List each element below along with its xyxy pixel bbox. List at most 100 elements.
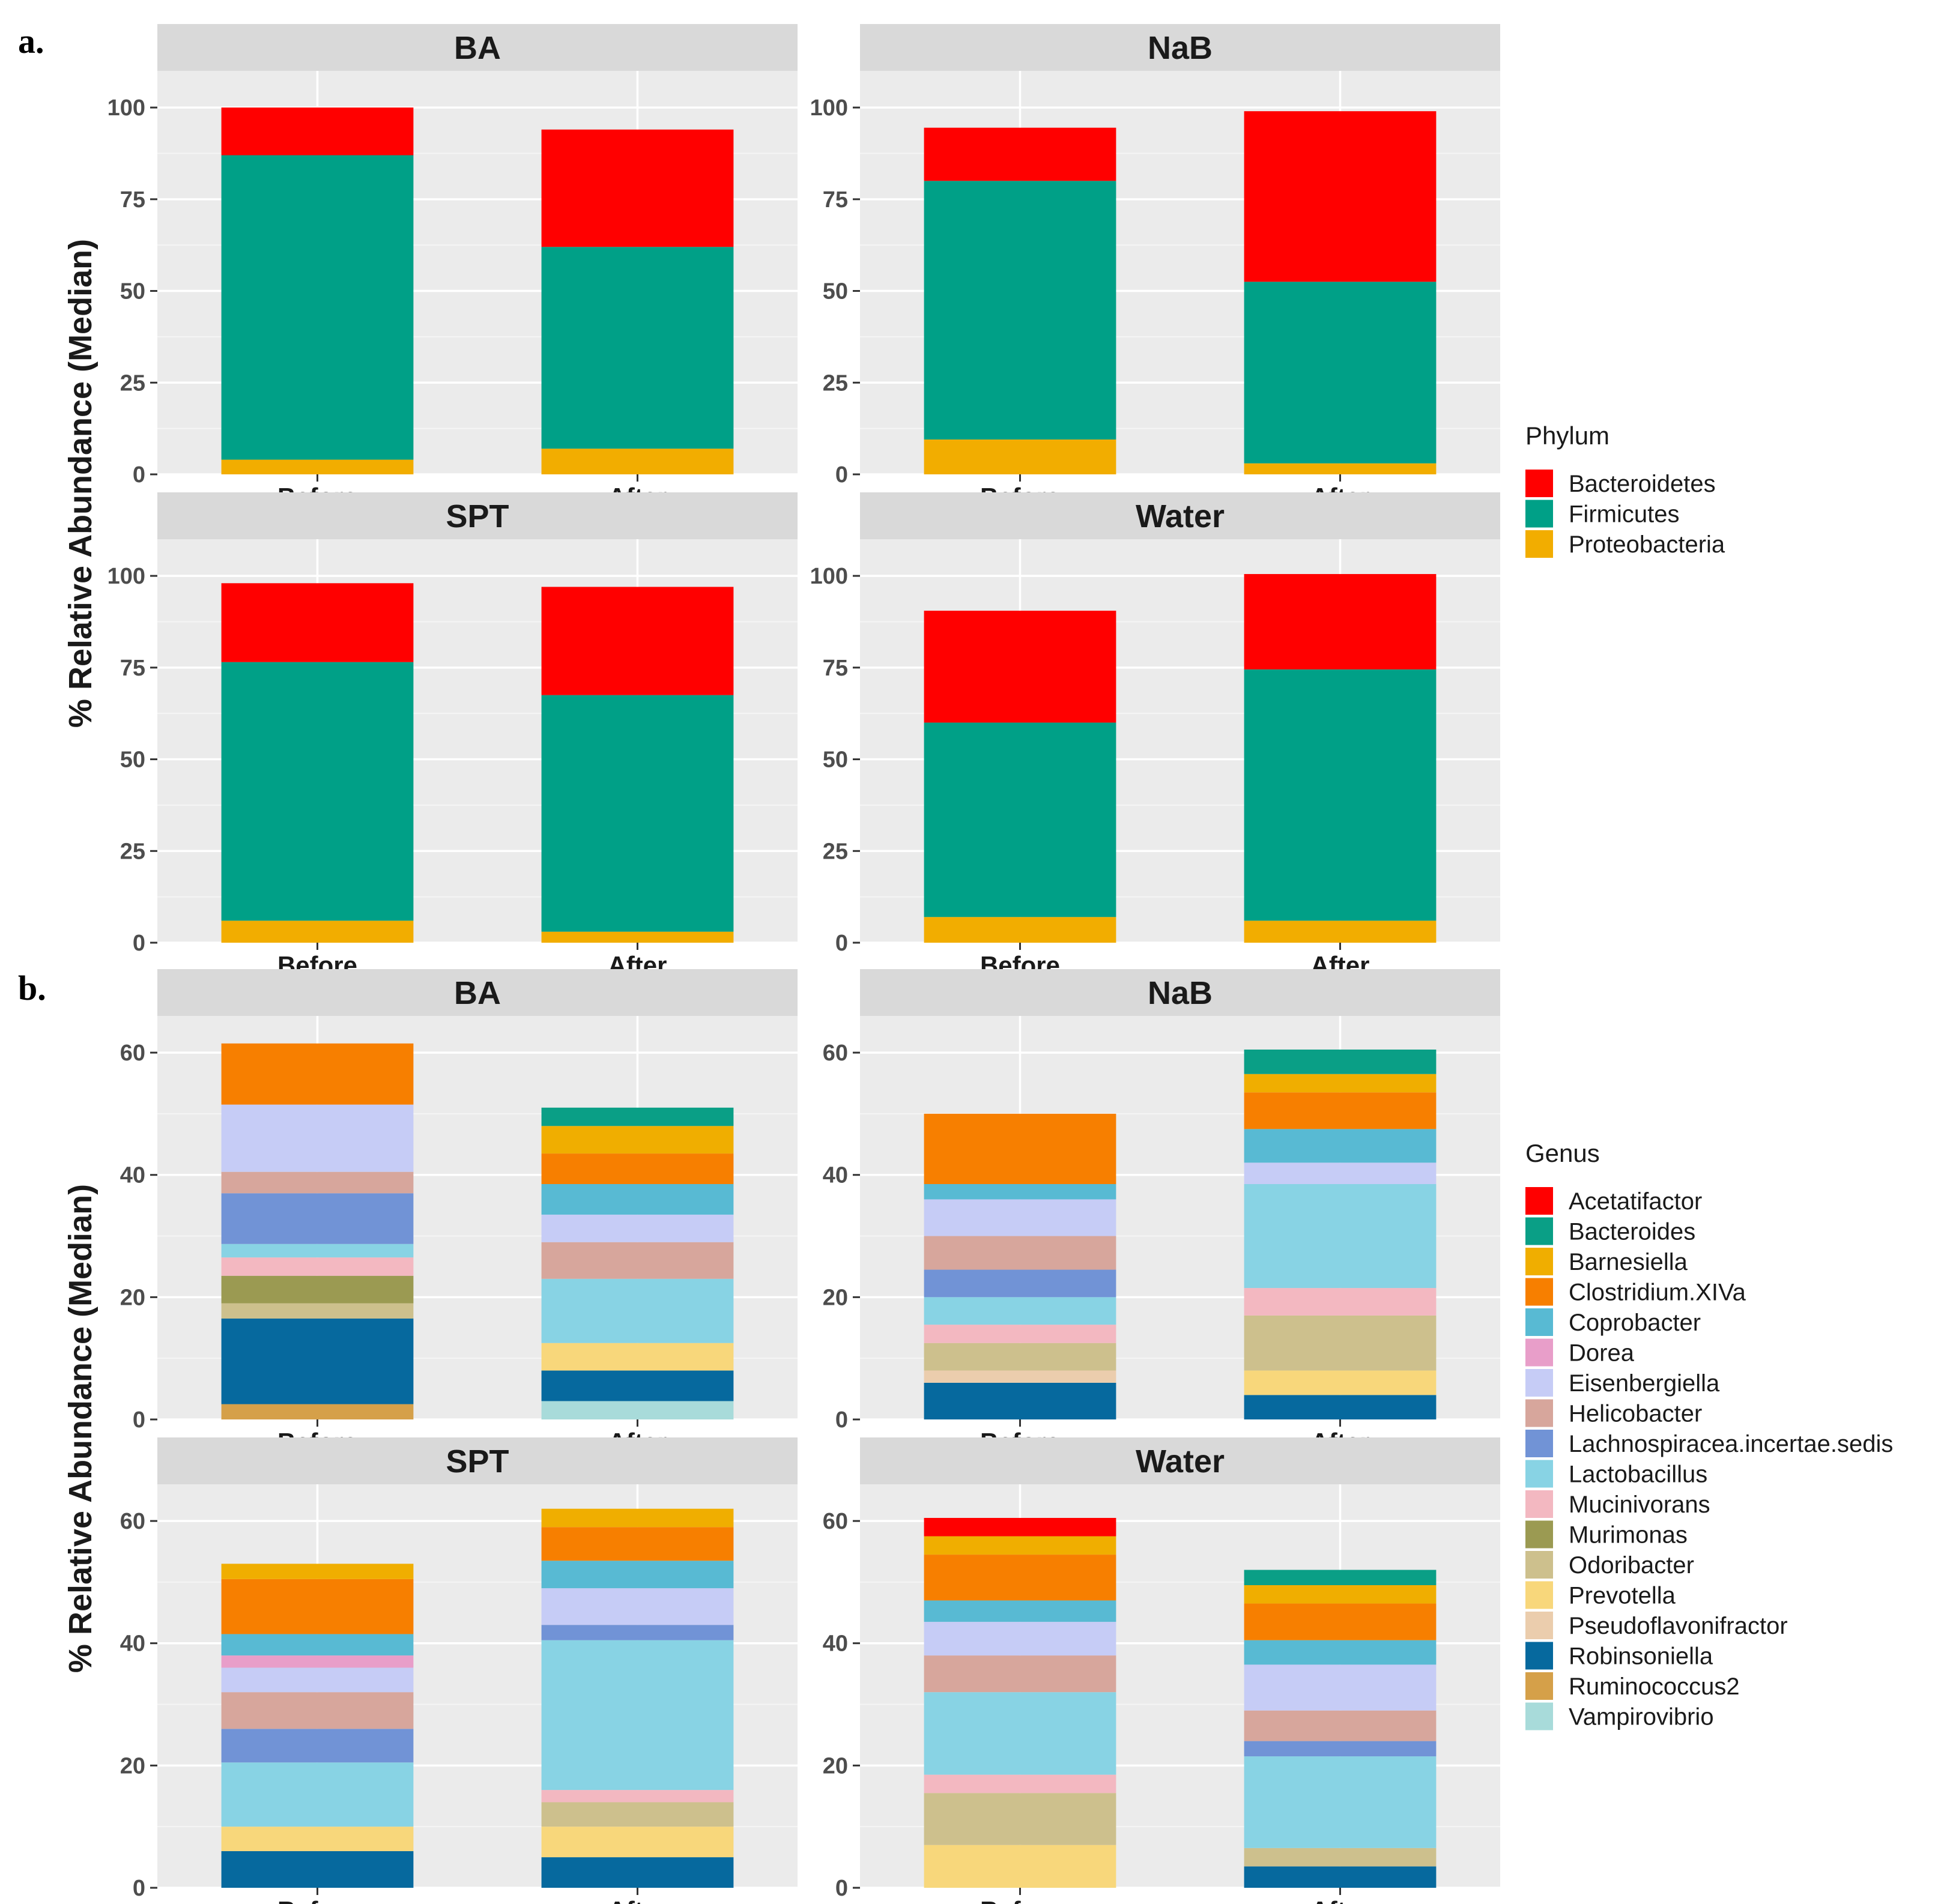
- y-tick-label: 50: [120, 279, 145, 304]
- legend-label-pseudoflavonifractor: Pseudoflavonifractor: [1569, 1613, 1788, 1639]
- facet-strip: [860, 492, 1500, 539]
- bar-segment-spt-after-prevotella: [541, 1827, 734, 1858]
- bar-segment-nab-after-prevotella: [1244, 1370, 1437, 1395]
- bar-segment-nab-before-proteobacteria: [924, 439, 1116, 474]
- legend-title: Phylum: [1525, 422, 1609, 450]
- y-tick-label: 20: [823, 1285, 848, 1310]
- legend-label-lactobacillus: Lactobacillus: [1569, 1461, 1707, 1488]
- phylum-legend: Phylum Bacteroidetes Firmicutes Proteobacte…: [1525, 422, 1725, 558]
- bar-segment-spt-before-coprobacter: [221, 1634, 414, 1656]
- bar-segment-water-after-lachnospiracea-incertae-sedis: [1244, 1741, 1437, 1757]
- y-tick-label: 50: [823, 748, 848, 773]
- bar-segment-spt-after-proteobacteria: [541, 931, 734, 943]
- bar-segment-ba-before-lachnospiracea-incertae-sedis: [221, 1193, 414, 1244]
- bar-segment-water-before-acetatifactor: [924, 1518, 1116, 1537]
- x-tick-label: After: [608, 1896, 667, 1904]
- bar-segment-water-before-lactobacillus: [924, 1692, 1116, 1775]
- facet-title: BA: [454, 30, 501, 66]
- bar-segment-spt-before-proteobacteria: [221, 920, 414, 943]
- bar-segment-ba-before-firmicutes: [221, 155, 414, 460]
- bar-segment-ba-before-ruminococcus2: [221, 1404, 414, 1419]
- legend-label-proteobacteria: Proteobacteria: [1569, 531, 1725, 558]
- bar-segment-ba-before-robinsoniella: [221, 1319, 414, 1404]
- bar-segment-spt-after-firmicutes: [541, 695, 734, 932]
- bar-segment-water-after-clostridium-xiva: [1244, 1603, 1437, 1640]
- bar-segment-ba-after-barnesiella: [541, 1126, 734, 1154]
- bar-segment-ba-before-eisenbergiella: [221, 1104, 414, 1172]
- y-axis-title: % Relative Abundance (Median): [62, 239, 98, 728]
- facet-title: Water: [1136, 1443, 1225, 1479]
- facet-title: SPT: [446, 498, 509, 534]
- legend-key-eisenbergiella: [1525, 1369, 1553, 1397]
- facet-strip: [860, 24, 1500, 71]
- y-tick-label: 0: [835, 1876, 848, 1901]
- bar-segment-ba-after-firmicutes: [541, 247, 734, 449]
- bar-segment-ba-before-murimonas: [221, 1275, 414, 1304]
- legend-key-prevotella: [1525, 1581, 1553, 1609]
- bar-segment-ba-before-odoribacter: [221, 1303, 414, 1319]
- bar-segment-water-before-prevotella: [924, 1845, 1116, 1888]
- bar-segment-water-before-clostridium-xiva: [924, 1555, 1116, 1601]
- y-tick-label: 25: [823, 370, 848, 396]
- facet-title: Water: [1136, 498, 1225, 534]
- legend-label-firmicutes: Firmicutes: [1569, 501, 1679, 528]
- y-tick-label: 100: [810, 95, 848, 121]
- bar-segment-ba-before-clostridium-xiva: [221, 1043, 414, 1105]
- legend-key-acetatifactor: [1525, 1187, 1553, 1215]
- phylum-chart: a.BA0255075100BeforeAfterNaB0255075100Be…: [18, 22, 1725, 979]
- facet-title: SPT: [446, 1443, 509, 1479]
- x-tick-label: Before: [277, 1896, 357, 1904]
- y-tick-label: 0: [835, 931, 848, 956]
- bar-segment-nab-after-bacteroidetes: [1244, 111, 1437, 282]
- legend-title: Genus: [1525, 1139, 1600, 1167]
- bar-segment-water-after-lactobacillus: [1244, 1756, 1437, 1848]
- genus-legend: Genus Acetatifactor Bacteroides Barnesiella…: [1525, 1139, 1893, 1730]
- y-tick-label: 60: [120, 1509, 145, 1534]
- bar-segment-spt-after-barnesiella: [541, 1508, 734, 1528]
- legend-key-pseudoflavonifractor: [1525, 1612, 1553, 1639]
- bar-segment-nab-after-lactobacillus: [1244, 1184, 1437, 1289]
- bar-segment-spt-after-eisenbergiella: [541, 1588, 734, 1625]
- facet-water: Water 0 20 40 60 Before After: [823, 1437, 1500, 1904]
- bar-segment-water-after-robinsoniella: [1244, 1866, 1437, 1888]
- bar-segment-nab-before-odoribacter: [924, 1343, 1116, 1371]
- bar-segment-water-before-bacteroidetes: [924, 611, 1116, 723]
- bar-segment-spt-after-coprobacter: [541, 1561, 734, 1589]
- bar-segment-nab-before-coprobacter: [924, 1184, 1116, 1200]
- bar-segment-nab-before-mucinivorans: [924, 1325, 1116, 1343]
- bar-segment-ba-after-helicobacter: [541, 1242, 734, 1279]
- bar-segment-ba-after-bacteroides: [541, 1107, 734, 1126]
- bar-segment-water-after-coprobacter: [1244, 1640, 1437, 1665]
- bar-segment-spt-after-clostridium-xiva: [541, 1527, 734, 1561]
- bar-segment-spt-before-dorea: [221, 1655, 414, 1668]
- bar-segment-water-after-barnesiella: [1244, 1585, 1437, 1604]
- facet-ba: BA0204060BeforeAfter: [120, 969, 798, 1456]
- bar-segment-spt-before-eisenbergiella: [221, 1667, 414, 1693]
- y-tick-label: 60: [823, 1509, 848, 1534]
- bar-segment-water-before-eisenbergiella: [924, 1622, 1116, 1656]
- bar-segment-nab-before-firmicutes: [924, 181, 1116, 440]
- bar-segment-nab-after-odoribacter: [1244, 1315, 1437, 1371]
- bar-segment-water-before-firmicutes: [924, 722, 1116, 917]
- bar-segment-spt-before-firmicutes: [221, 662, 414, 921]
- y-tick-label: 40: [823, 1631, 848, 1657]
- bar-segment-ba-before-bacteroidetes: [221, 107, 414, 156]
- bar-segment-spt-after-lachnospiracea-incertae-sedis: [541, 1625, 734, 1640]
- legend-label-ruminococcus2: Ruminococcus2: [1569, 1673, 1740, 1700]
- y-tick-label: 20: [120, 1285, 145, 1310]
- y-tick-label: 75: [823, 187, 848, 213]
- bar-segment-ba-after-eisenbergiella: [541, 1214, 734, 1242]
- legend-key-odoribacter: [1525, 1551, 1553, 1579]
- facet-ba: BA0255075100BeforeAfter: [107, 24, 798, 511]
- facet-strip: [157, 492, 798, 539]
- bar-segment-water-after-bacteroides: [1244, 1570, 1437, 1585]
- legend-label-mucinivorans: Mucinivorans: [1569, 1491, 1710, 1518]
- bar-segment-nab-after-robinsoniella: [1244, 1395, 1437, 1419]
- y-tick-label: 40: [120, 1163, 145, 1188]
- panel-label-b: b.: [18, 969, 46, 1008]
- bar-segment-nab-after-barnesiella: [1244, 1074, 1437, 1093]
- bar-segment-water-after-bacteroidetes: [1244, 574, 1437, 669]
- legend-key-lactobacillus: [1525, 1460, 1553, 1488]
